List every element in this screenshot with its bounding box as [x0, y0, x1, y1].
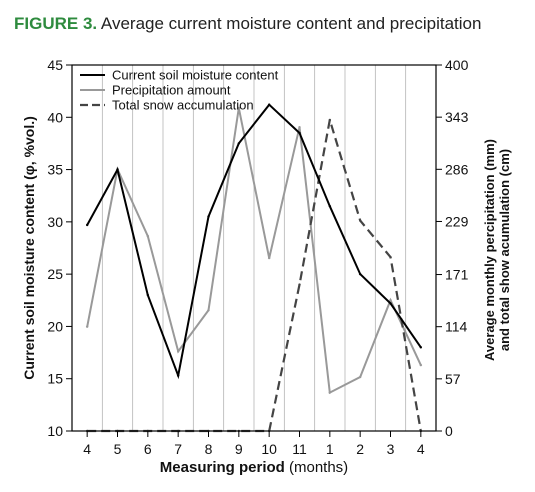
legend-label: Current soil moisture content: [112, 68, 279, 83]
data-point: [328, 118, 332, 122]
y-tick-label: 25: [47, 266, 63, 282]
y2-tick-label: 57: [445, 371, 461, 387]
data-point: [176, 350, 180, 353]
data-point: [85, 325, 89, 328]
data-point: [389, 255, 392, 259]
series-line: [86, 103, 422, 380]
data-point: [146, 293, 150, 297]
y-tick-label: 30: [47, 214, 63, 230]
y-tick-label: 45: [47, 57, 63, 73]
legend-label: Precipitation amount: [112, 83, 231, 98]
legend-label: Total snow accumulation: [112, 98, 254, 113]
y-axis-label: Current soil moisture content (φ, %vol.): [21, 116, 37, 380]
x-tick-label: 9: [235, 441, 243, 457]
grid-lines: [101, 65, 407, 431]
x-tick-label: 11: [292, 441, 307, 457]
figure-label: FIGURE 3.: [14, 14, 98, 33]
y2-tick-label: 400: [445, 57, 469, 73]
data-point: [267, 103, 271, 106]
x-axis-label-unit: (months): [285, 459, 348, 476]
data-point: [237, 142, 241, 145]
y2-axis-label-line1: Average monthly percipitation (mm): [482, 139, 497, 361]
data-point: [328, 204, 332, 208]
x-tick-label: 7: [174, 441, 182, 457]
plot-frame: [71, 64, 437, 432]
figure-title: FIGURE 3. Average current moisture conte…: [14, 14, 481, 34]
x-tick-label: 10: [261, 441, 277, 457]
data-point: [358, 219, 362, 222]
data-point: [358, 375, 362, 379]
data-point: [267, 256, 271, 260]
data-point: [207, 309, 210, 312]
y-tick-label: 15: [47, 371, 63, 387]
y-tick-label: 10: [47, 423, 63, 439]
x-tick-label: 4: [83, 441, 91, 457]
y2-tick-label: 286: [445, 161, 469, 177]
x-axis-label: Measuring period (months): [160, 459, 348, 476]
data-point: [298, 131, 301, 135]
x-tick-label: 3: [387, 441, 395, 457]
y2-tick-label: 343: [445, 109, 469, 125]
data-point: [85, 223, 89, 227]
x-tick-label: 2: [356, 441, 364, 457]
x-tick-label: 1: [326, 441, 334, 457]
x-tick-label: 6: [144, 441, 152, 457]
data-point: [146, 234, 150, 238]
data-point: [298, 126, 301, 129]
data-point: [358, 272, 362, 276]
series-line: [86, 107, 422, 395]
data-point: [237, 106, 241, 110]
y-tick-label: 40: [47, 109, 63, 125]
data-point: [176, 374, 180, 377]
data-point: [419, 346, 423, 349]
y2-tick-label: 0: [445, 423, 453, 439]
x-axis-label-main: Measuring period: [160, 459, 285, 476]
data-point: [419, 363, 423, 367]
data-point: [328, 391, 332, 394]
legend: Current soil moisture contentPrecipitati…: [80, 68, 279, 113]
x-tick-label: 4: [417, 441, 425, 457]
x-tick-label: 5: [114, 441, 122, 457]
y2-tick-label: 114: [445, 319, 468, 335]
figure-title-text: Average current moisture content and pre…: [100, 14, 482, 33]
data-point: [207, 215, 210, 218]
x-tick-label: 8: [205, 441, 213, 457]
data-point: [298, 283, 301, 286]
y2-tick-label: 171: [445, 267, 469, 283]
y-tick-label: 20: [47, 318, 63, 334]
y2-tick-label: 229: [445, 213, 469, 229]
data-point: [389, 298, 392, 302]
data-point: [116, 168, 119, 171]
y2-axis-label-line2: and total show acumulation (cm): [497, 149, 512, 351]
data-point: [389, 302, 392, 305]
y-tick-label: 35: [47, 162, 63, 178]
